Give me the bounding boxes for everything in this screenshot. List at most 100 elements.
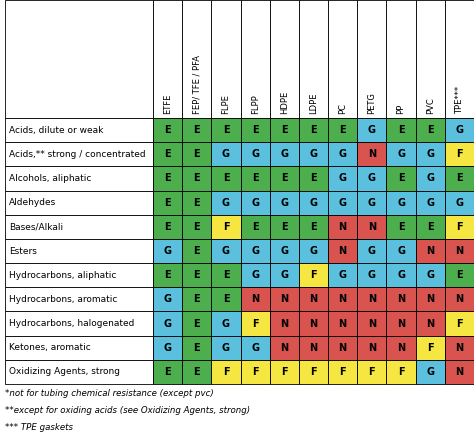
Bar: [445, 263, 474, 287]
Text: G: G: [222, 198, 230, 208]
Text: HDPE: HDPE: [280, 91, 289, 114]
Text: E: E: [164, 367, 171, 377]
Text: G: G: [310, 149, 318, 159]
Text: N: N: [368, 294, 376, 305]
Bar: [182, 263, 211, 287]
Bar: [299, 0, 328, 118]
Bar: [270, 118, 299, 142]
Bar: [240, 239, 270, 263]
Bar: [153, 312, 182, 335]
Text: E: E: [223, 294, 229, 305]
Bar: [270, 239, 299, 263]
Bar: [357, 287, 386, 312]
Bar: [416, 0, 445, 118]
Text: E: E: [193, 222, 200, 232]
Bar: [270, 335, 299, 360]
Text: F: F: [310, 367, 317, 377]
Bar: [386, 287, 416, 312]
Text: G: G: [397, 246, 405, 256]
Bar: [211, 118, 240, 142]
Bar: [211, 312, 240, 335]
Text: N: N: [338, 222, 347, 232]
Text: N: N: [426, 294, 434, 305]
Text: E: E: [398, 125, 404, 135]
Text: G: G: [280, 198, 288, 208]
Text: G: G: [456, 198, 464, 208]
Bar: [328, 360, 357, 384]
Bar: [211, 142, 240, 166]
Bar: [182, 215, 211, 239]
Bar: [153, 215, 182, 239]
Bar: [357, 0, 386, 118]
Text: F: F: [339, 367, 346, 377]
Bar: [5, 118, 153, 142]
Text: E: E: [193, 294, 200, 305]
Bar: [328, 166, 357, 191]
Bar: [357, 239, 386, 263]
Bar: [153, 142, 182, 166]
Text: N: N: [456, 246, 464, 256]
Text: E: E: [456, 173, 463, 183]
Bar: [153, 335, 182, 360]
Text: F: F: [456, 319, 463, 328]
Bar: [328, 142, 357, 166]
Bar: [270, 215, 299, 239]
Text: FEP/ TFE / PFA: FEP/ TFE / PFA: [192, 55, 201, 114]
Text: N: N: [456, 294, 464, 305]
Bar: [5, 142, 153, 166]
Text: E: E: [193, 125, 200, 135]
Bar: [240, 142, 270, 166]
Text: E: E: [193, 149, 200, 159]
Text: E: E: [164, 125, 171, 135]
Text: G: G: [368, 198, 376, 208]
Bar: [270, 287, 299, 312]
Text: FLPE: FLPE: [221, 94, 230, 114]
Bar: [240, 215, 270, 239]
Bar: [211, 191, 240, 215]
Bar: [386, 312, 416, 335]
Text: PETG: PETG: [367, 92, 376, 114]
Text: N: N: [338, 343, 347, 353]
Text: N: N: [426, 319, 434, 328]
Text: G: G: [368, 270, 376, 280]
Text: G: G: [251, 246, 259, 256]
Bar: [299, 118, 328, 142]
Bar: [182, 239, 211, 263]
Bar: [270, 191, 299, 215]
Bar: [386, 215, 416, 239]
Bar: [5, 166, 153, 191]
Bar: [299, 142, 328, 166]
Text: F: F: [223, 222, 229, 232]
Text: G: G: [222, 319, 230, 328]
Text: Oxidizing Agents, strong: Oxidizing Agents, strong: [9, 367, 120, 377]
Bar: [445, 312, 474, 335]
Bar: [299, 215, 328, 239]
Text: N: N: [251, 294, 259, 305]
Bar: [240, 191, 270, 215]
Text: G: G: [426, 198, 434, 208]
Text: G: G: [397, 149, 405, 159]
Text: F: F: [456, 149, 463, 159]
Text: G: G: [397, 198, 405, 208]
Text: N: N: [368, 319, 376, 328]
Text: N: N: [368, 149, 376, 159]
Bar: [211, 360, 240, 384]
Bar: [386, 360, 416, 384]
Text: E: E: [456, 270, 463, 280]
Text: E: E: [164, 149, 171, 159]
Bar: [211, 0, 240, 118]
Bar: [211, 215, 240, 239]
Text: **except for oxiding acids (see Oxidizing Agents, strong): **except for oxiding acids (see Oxidizin…: [5, 406, 250, 415]
Bar: [240, 312, 270, 335]
Text: G: G: [280, 149, 288, 159]
Text: G: G: [397, 270, 405, 280]
Bar: [416, 215, 445, 239]
Text: N: N: [338, 319, 347, 328]
Text: N: N: [397, 294, 405, 305]
Text: N: N: [456, 367, 464, 377]
Bar: [357, 335, 386, 360]
Bar: [182, 118, 211, 142]
Text: E: E: [193, 319, 200, 328]
Bar: [386, 263, 416, 287]
Bar: [153, 191, 182, 215]
